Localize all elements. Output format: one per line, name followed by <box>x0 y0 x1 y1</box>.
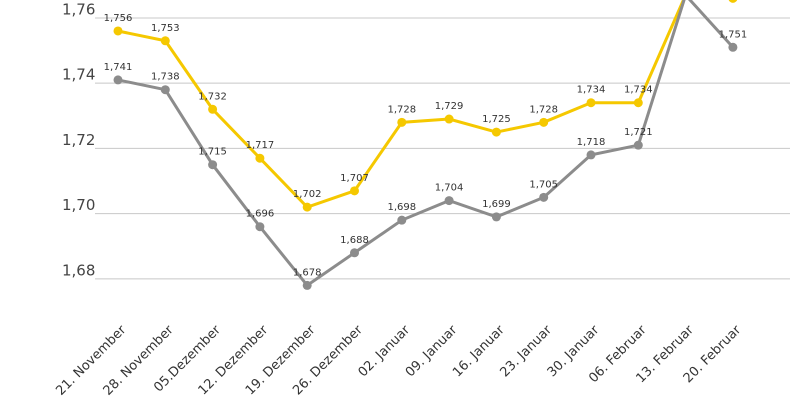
data-label: 1,728 <box>387 104 416 115</box>
data-point <box>539 192 549 202</box>
data-label: 1,678 <box>293 267 322 278</box>
data-label: 1,699 <box>482 199 511 210</box>
data-point <box>539 117 549 127</box>
data-point <box>113 26 123 36</box>
y-tick-label: 1,72 <box>62 131 95 149</box>
data-label: 1,718 <box>577 137 606 148</box>
data-point <box>350 186 359 196</box>
data-point <box>350 248 359 258</box>
data-point <box>633 98 643 108</box>
data-label: 1,725 <box>482 114 511 125</box>
data-label: 1,734 <box>577 85 606 96</box>
data-label: 1,702 <box>293 189 322 200</box>
y-tick-label: 1,76 <box>62 0 95 18</box>
data-label: 1,729 <box>435 101 464 112</box>
data-label: 1,688 <box>340 235 369 246</box>
data-point <box>397 215 407 225</box>
data-label: 1,738 <box>151 72 180 83</box>
data-point <box>728 42 738 52</box>
y-tick-label: 1,74 <box>62 66 95 84</box>
data-point <box>255 222 265 232</box>
data-label: 1,753 <box>151 23 180 34</box>
y-tick-label: 1,70 <box>62 196 95 214</box>
data-point <box>397 117 407 127</box>
data-label: 1,705 <box>529 179 558 190</box>
data-point <box>208 160 218 170</box>
data-label: 1,751 <box>719 29 748 40</box>
data-point <box>160 85 170 95</box>
data-label: 1,698 <box>387 202 416 213</box>
data-point <box>255 153 265 163</box>
series-line <box>117 0 735 288</box>
data-point <box>302 280 312 290</box>
data-label: 1,717 <box>246 140 275 151</box>
data-label: 1,734 <box>624 85 653 96</box>
data-point <box>586 98 596 108</box>
data-point <box>113 75 123 85</box>
data-label: 1,704 <box>435 183 464 194</box>
y-tick-label: 1,68 <box>62 261 95 279</box>
data-point <box>444 196 454 206</box>
data-point <box>491 127 501 137</box>
data-point <box>633 140 643 150</box>
data-label: 1,715 <box>198 147 227 158</box>
series-line <box>117 0 686 209</box>
data-point <box>302 202 312 212</box>
data-label: 1,741 <box>104 62 133 73</box>
data-point <box>728 0 738 3</box>
data-point <box>160 36 170 46</box>
data-point <box>491 212 501 222</box>
data-label: 1,707 <box>340 173 369 184</box>
data-point <box>444 114 454 124</box>
data-label: 1,732 <box>198 91 227 102</box>
data-point <box>586 150 596 160</box>
data-label: 1,728 <box>529 104 558 115</box>
data-label: 1,721 <box>624 127 653 138</box>
data-label: 1,696 <box>246 209 275 220</box>
data-label: 1,756 <box>104 13 133 24</box>
data-point <box>208 104 218 114</box>
